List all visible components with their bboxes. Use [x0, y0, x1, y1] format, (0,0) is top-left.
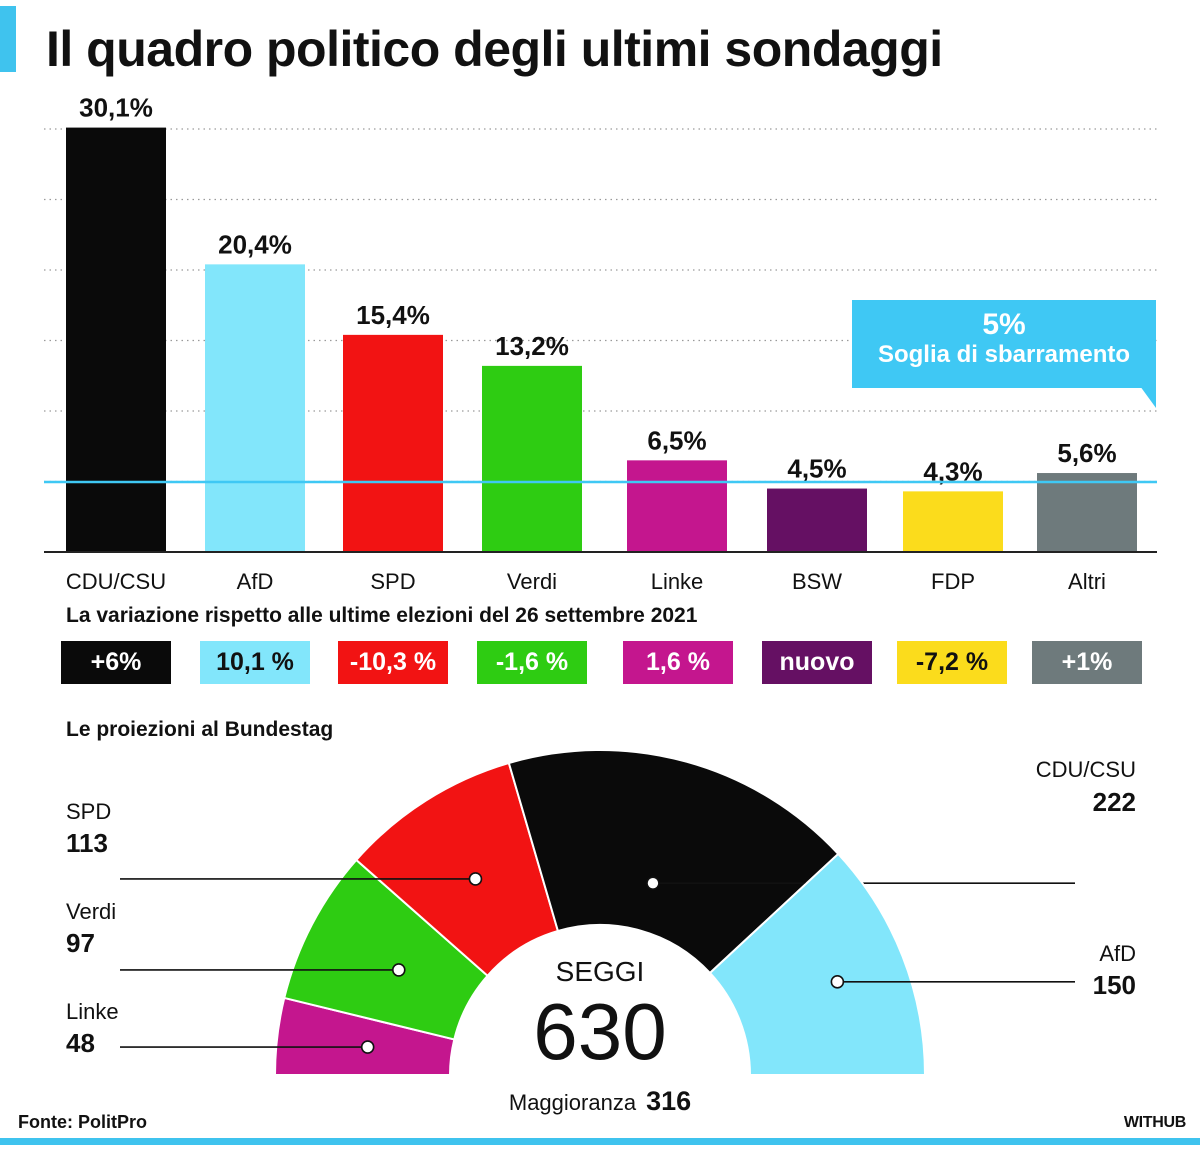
seat-segment-cdu-csu	[507, 749, 840, 975]
bar-linke	[627, 460, 727, 552]
seat-count-verdi: 97	[66, 928, 95, 958]
variation-value: 1,6 %	[646, 648, 710, 676]
variation-value: +6%	[90, 648, 142, 676]
leader-dot	[646, 876, 660, 890]
variation-afd: 10,1 %	[200, 641, 310, 684]
bar-altri	[1037, 473, 1137, 552]
data-label: 20,4%	[218, 229, 292, 259]
variation-value: 10,1 %	[216, 648, 294, 676]
bar-bsw	[767, 488, 867, 552]
variation-fdp: -7,2 %	[897, 641, 1007, 684]
variation-cdu-csu: +6%	[61, 641, 171, 684]
majority-label: Maggioranza	[508, 1090, 637, 1115]
variation-linke: 1,6 %	[623, 641, 733, 684]
threshold-callout-pointer	[1140, 386, 1156, 408]
data-label: 30,1%	[79, 93, 153, 123]
category-label: AfD	[237, 569, 274, 594]
seat-label-cdu-csu: CDU/CSU	[1035, 757, 1136, 782]
seats-total: 630	[533, 987, 667, 1076]
variation-value: -10,3 %	[349, 648, 437, 676]
variation-spd: -10,3 %	[338, 641, 448, 684]
seat-count-spd: 113	[66, 828, 108, 858]
bottom-accent-line	[0, 1138, 1200, 1145]
seat-label-spd: SPD	[66, 799, 112, 824]
bar-verdi	[482, 365, 582, 552]
seat-segment-afd	[708, 852, 927, 1076]
brand-logo: WITHUB	[1123, 1114, 1186, 1131]
title-accent-bar	[0, 6, 16, 72]
category-label: Linke	[651, 569, 704, 594]
threshold-value: 5%	[982, 308, 1026, 341]
leader-dot	[468, 872, 483, 886]
threshold-callout: 5% Soglia di sbarramento	[852, 300, 1156, 388]
bar-afd	[205, 264, 305, 552]
category-label: CDU/CSU	[66, 569, 166, 594]
category-label: FDP	[931, 569, 975, 594]
threshold-label: Soglia di sbarramento	[877, 341, 1131, 368]
variation-value: -7,2 %	[915, 648, 989, 676]
source-note: Fonte: PolitPro	[18, 1112, 147, 1132]
category-label: Altri	[1068, 569, 1106, 594]
variation-verdi: -1,6 %	[477, 641, 587, 684]
variation-value: +1%	[1061, 648, 1113, 676]
category-label: SPD	[370, 569, 415, 594]
seat-count-afd: 150	[1092, 970, 1136, 1000]
leader-dot	[391, 963, 406, 977]
data-label: 13,2%	[495, 331, 569, 361]
variation-bsw: nuovo	[762, 641, 872, 684]
variation-value: -1,6 %	[495, 648, 569, 676]
data-label: 4,5%	[787, 454, 846, 484]
bar-chart: 30,1% CDU/CSU 20,4% AfD 15,4% SPD 13,2% Verdi 6,…	[44, 93, 1157, 594]
seat-label-afd: AfD	[1099, 941, 1136, 966]
leader-dot	[360, 1040, 375, 1054]
projection-title: Le proiezioni al Bundestag	[66, 718, 334, 741]
seat-count-cdu-csu: 222	[1092, 787, 1136, 817]
data-label: 6,5%	[647, 425, 706, 455]
seat-label-verdi: Verdi	[66, 899, 117, 924]
variation-value: nuovo	[779, 648, 855, 676]
majority-value: 316	[646, 1086, 692, 1116]
data-label: 15,4%	[356, 300, 430, 330]
seat-label-linke: Linke	[66, 999, 119, 1024]
page-title: Il quadro politico degli ultimi sondaggi	[46, 21, 943, 77]
bar-spd	[343, 334, 443, 552]
variation-altri: +1%	[1032, 641, 1142, 684]
majority: Maggioranza 316	[470, 1088, 730, 1115]
seat-count-linke: 48	[66, 1028, 95, 1058]
variation-title: La variazione rispetto alle ultime elezi…	[66, 604, 698, 627]
data-label: 5,6%	[1057, 438, 1116, 468]
seats-label: SEGGI	[555, 956, 645, 987]
category-label: Verdi	[507, 569, 557, 594]
category-label: BSW	[792, 569, 842, 594]
leader-dot	[830, 975, 845, 989]
bar-fdp	[903, 491, 1003, 552]
